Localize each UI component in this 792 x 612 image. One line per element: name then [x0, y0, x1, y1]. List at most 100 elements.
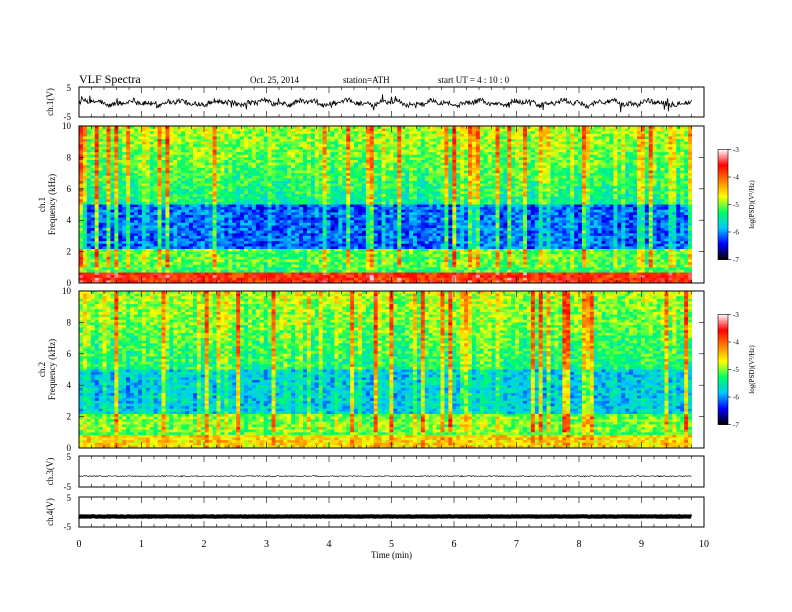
spectrogram-cell: [503, 162, 508, 166]
spectrogram-cell: [381, 180, 386, 184]
spectrogram-cell: [432, 126, 437, 130]
spectrogram-cell: [208, 178, 213, 182]
spectrogram-cell: [554, 139, 559, 143]
spectrogram-cell: [416, 128, 422, 132]
spectrogram-cell: [377, 139, 382, 143]
spectrogram-cell: [247, 199, 253, 203]
spectrogram-cell: [361, 170, 367, 174]
spectrogram-cell: [204, 146, 210, 150]
spectrogram-cell: [310, 175, 316, 179]
spectrogram-cell: [409, 141, 414, 145]
spectrogram-cell: [436, 178, 441, 182]
spectrogram-cell: [621, 167, 626, 171]
spectrogram-cell: [464, 165, 469, 169]
spectrogram-cell: [295, 196, 300, 200]
spectrogram-cell: [149, 144, 155, 148]
spectrogram-cell: [192, 139, 198, 143]
spectrogram-cell: [597, 186, 603, 190]
spectrogram-cell: [475, 175, 481, 179]
spectrogram-cell: [664, 149, 669, 153]
spectrogram-cell: [640, 180, 646, 184]
spectrogram-cell: [640, 154, 646, 158]
spectrogram-cell: [275, 133, 280, 137]
spectrogram-cell: [82, 165, 88, 169]
spectrogram-cell: [503, 146, 508, 150]
spectrogram-cell: [550, 139, 555, 143]
spectrogram-cell: [224, 175, 229, 179]
spectrogram-cell: [515, 194, 520, 198]
spectrogram-cell: [173, 144, 178, 148]
spectrogram-cell: [169, 160, 174, 164]
spectrogram-cell: [511, 149, 516, 153]
spectrogram-cell: [165, 141, 170, 145]
spectrogram-cell: [114, 180, 119, 184]
spectrogram-cell: [244, 136, 249, 140]
spectrogram-cell: [291, 207, 296, 211]
spectrogram-cell: [648, 160, 654, 164]
spectrogram-cell: [416, 201, 422, 205]
spectrogram-cell: [102, 157, 107, 161]
spectrogram-cell: [652, 201, 658, 205]
spectrogram-cell: [185, 178, 190, 182]
spectrogram-cell: [189, 149, 194, 153]
spectrogram-cell: [240, 131, 245, 135]
spectrogram-cell: [220, 196, 225, 200]
spectrogram-cell: [456, 191, 461, 195]
spectrogram-cell: [177, 186, 182, 190]
spectrogram-cell: [625, 152, 630, 156]
spectrogram-cell: [428, 188, 434, 192]
spectrogram-cell: [251, 136, 257, 140]
spectrogram-cell: [369, 149, 375, 153]
spectrogram-cell: [416, 194, 422, 198]
spectrogram-cell: [118, 162, 123, 166]
spectrogram-cell: [676, 149, 681, 153]
spectrogram-cell: [688, 191, 693, 195]
spectrogram-cell: [346, 160, 351, 164]
spectrogram-cell: [259, 178, 265, 182]
spectrogram-cell: [420, 131, 426, 135]
spectrogram-cell: [499, 149, 504, 153]
spectrogram-cell: [326, 191, 331, 195]
spectrogram-cell: [640, 160, 646, 164]
spectrogram-cell: [428, 128, 434, 132]
spectrogram-cell: [487, 170, 492, 174]
spectrogram-cell: [326, 149, 331, 153]
spectrogram-cell: [361, 207, 367, 211]
spectrogram-cell: [346, 157, 351, 161]
spectrogram-cell: [448, 144, 453, 148]
spectrogram-cell: [519, 194, 524, 198]
spectrogram-cell: [275, 183, 280, 187]
spectrogram-cell: [589, 141, 595, 145]
spectrogram-cell: [381, 194, 386, 198]
spectrogram-cell: [259, 141, 265, 145]
spectrogram-cell: [145, 180, 151, 184]
spectrogram-cell: [110, 154, 115, 158]
spectrogram-cell: [597, 194, 603, 198]
spectrogram-cell: [240, 170, 245, 174]
spectrogram-cell: [173, 188, 178, 192]
spectrogram-cell: [688, 173, 693, 177]
spectrogram-cell: [141, 199, 147, 203]
spectrogram-cell: [169, 204, 174, 208]
spectrogram-cell: [491, 194, 496, 198]
spectrogram-cell: [613, 170, 618, 174]
spectrogram-cell: [460, 199, 465, 203]
spectrogram-cell: [648, 188, 654, 192]
spectrogram-cell: [338, 160, 343, 164]
spectrogram-cell: [542, 204, 548, 208]
spectrogram-cell: [648, 180, 654, 184]
spectrogram-cell: [424, 188, 430, 192]
spectrogram-cell: [487, 149, 492, 153]
spectrogram-cell: [126, 149, 131, 153]
spectrogram-cell: [546, 133, 551, 137]
spectrogram-cell: [570, 149, 575, 153]
spectrogram-cell: [574, 149, 579, 153]
spectrogram-cell: [538, 139, 544, 143]
spectrogram-cell: [660, 139, 665, 143]
spectrogram-cell: [684, 180, 689, 184]
spectrogram-cell: [546, 199, 551, 203]
spectrogram-cell: [177, 183, 182, 187]
spectrogram-cell: [605, 154, 610, 158]
spectrogram-cell: [185, 191, 190, 195]
spectrogram-cell: [169, 152, 174, 156]
